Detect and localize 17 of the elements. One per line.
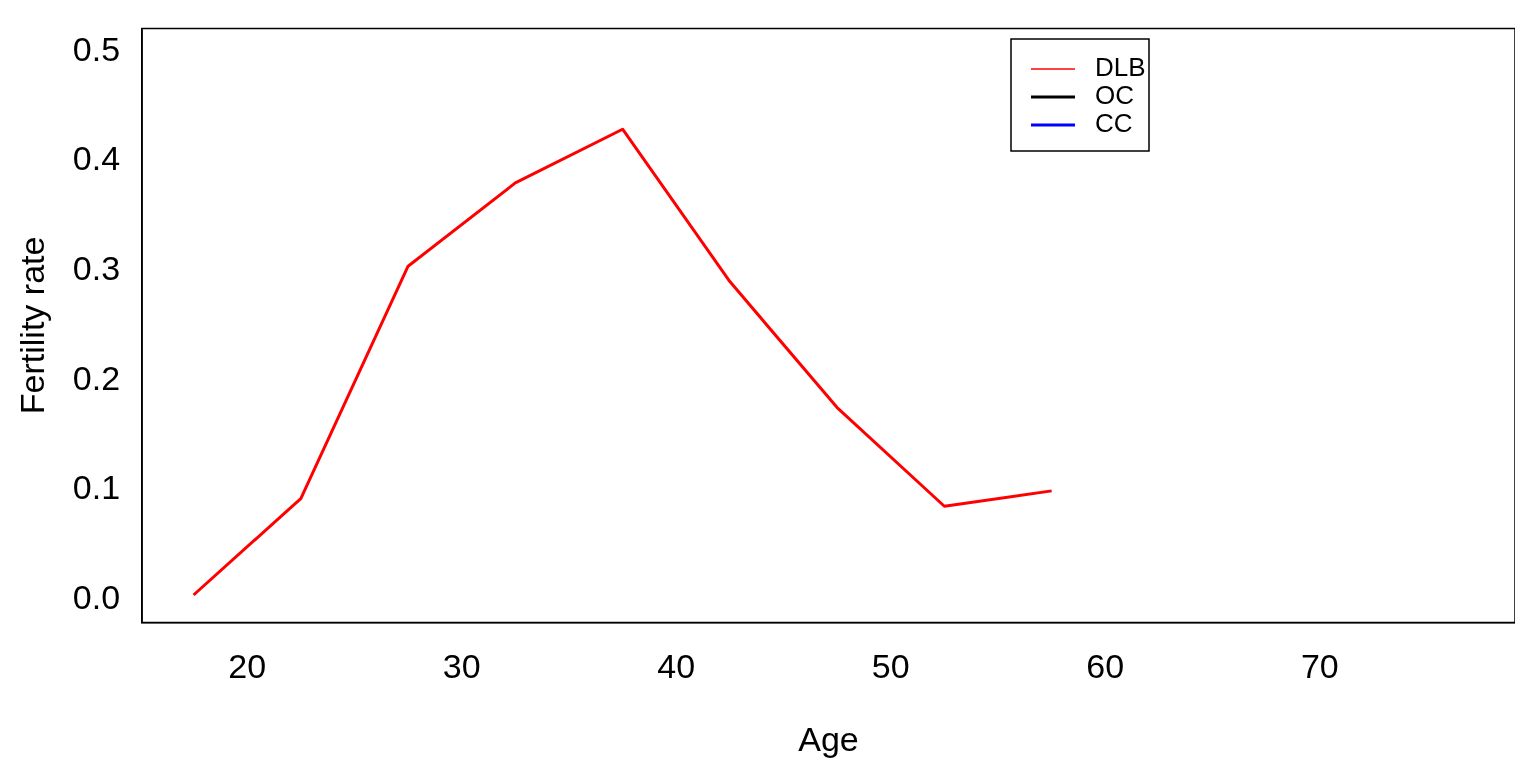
y-tick-label: 0.3 (72, 248, 121, 287)
legend-label: CC (1095, 108, 1133, 139)
y-axis-title: Fertility rate (12, 236, 51, 415)
y-tick-label: 0.2 (72, 358, 121, 397)
legend-label: OC (1095, 80, 1134, 111)
x-tick-label: 70 (1300, 647, 1339, 686)
y-tick-label: 0.0 (72, 577, 121, 616)
y-tick-label: 0.1 (72, 468, 121, 507)
y-tick-label: 0.4 (72, 139, 121, 178)
x-tick-label: 20 (228, 647, 267, 686)
x-tick-label: 50 (871, 647, 910, 686)
x-axis-title: Age (798, 719, 859, 758)
y-tick-label: 0.5 (72, 29, 121, 68)
x-tick-label: 60 (1086, 647, 1125, 686)
legend-label: DLB (1095, 52, 1146, 83)
x-tick-label: 30 (442, 647, 481, 686)
x-tick-label: 40 (657, 647, 696, 686)
